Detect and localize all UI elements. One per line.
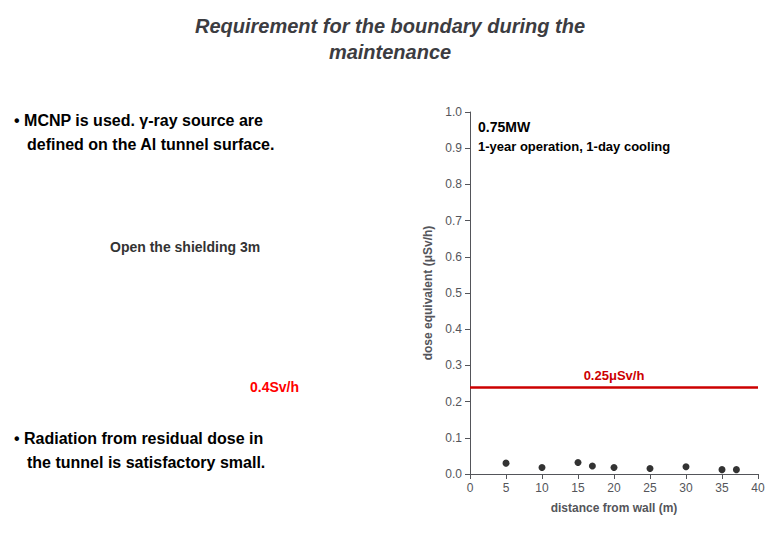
svg-text:0.2: 0.2 xyxy=(445,395,462,409)
svg-text:40: 40 xyxy=(751,481,765,495)
svg-text:maintenance: maintenance xyxy=(329,41,451,63)
svg-text:0.1: 0.1 xyxy=(445,431,462,445)
svg-text:25: 25 xyxy=(643,481,657,495)
svg-text:defined on the Al tunnel surfa: defined on the Al tunnel surface. xyxy=(27,136,274,153)
svg-text:0.75MW: 0.75MW xyxy=(478,119,531,135)
svg-text:0: 0 xyxy=(467,481,474,495)
svg-text:0.9: 0.9 xyxy=(445,141,462,155)
svg-text:15: 15 xyxy=(571,481,585,495)
svg-text:0.4Sv/h: 0.4Sv/h xyxy=(250,379,299,395)
svg-text:0.5: 0.5 xyxy=(445,286,462,300)
svg-text:0.0: 0.0 xyxy=(445,467,462,481)
svg-text:30: 30 xyxy=(679,481,693,495)
svg-text:0.4: 0.4 xyxy=(445,322,462,336)
svg-text:Open the shielding 3m: Open the shielding 3m xyxy=(110,239,260,255)
svg-text:35: 35 xyxy=(715,481,729,495)
svg-text:20: 20 xyxy=(607,481,621,495)
svg-text:1-year operation, 1-day coolin: 1-year operation, 1-day cooling xyxy=(478,139,670,154)
svg-text:0.6: 0.6 xyxy=(445,250,462,264)
svg-text:Requirement for the boundary d: Requirement for the boundary during the xyxy=(195,15,585,37)
svg-text:1.0: 1.0 xyxy=(445,105,462,119)
svg-text:10: 10 xyxy=(535,481,549,495)
svg-text:dose equivalent (μSv/h): dose equivalent (μSv/h) xyxy=(421,226,435,361)
svg-text:5: 5 xyxy=(503,481,510,495)
svg-text:• Radiation from residual dose: • Radiation from residual dose in xyxy=(14,430,263,447)
svg-text:0.3: 0.3 xyxy=(445,358,462,372)
svg-text:• MCNP is used. γ-ray source a: • MCNP is used. γ-ray source are xyxy=(14,112,263,129)
svg-text:the tunnel is satisfactory sma: the tunnel is satisfactory small. xyxy=(27,454,265,471)
svg-text:0.8: 0.8 xyxy=(445,177,462,191)
svg-text:distance from wall (m): distance from wall (m) xyxy=(551,501,678,515)
svg-text:0.7: 0.7 xyxy=(445,214,462,228)
svg-text:0.25μSv/h: 0.25μSv/h xyxy=(584,368,645,383)
